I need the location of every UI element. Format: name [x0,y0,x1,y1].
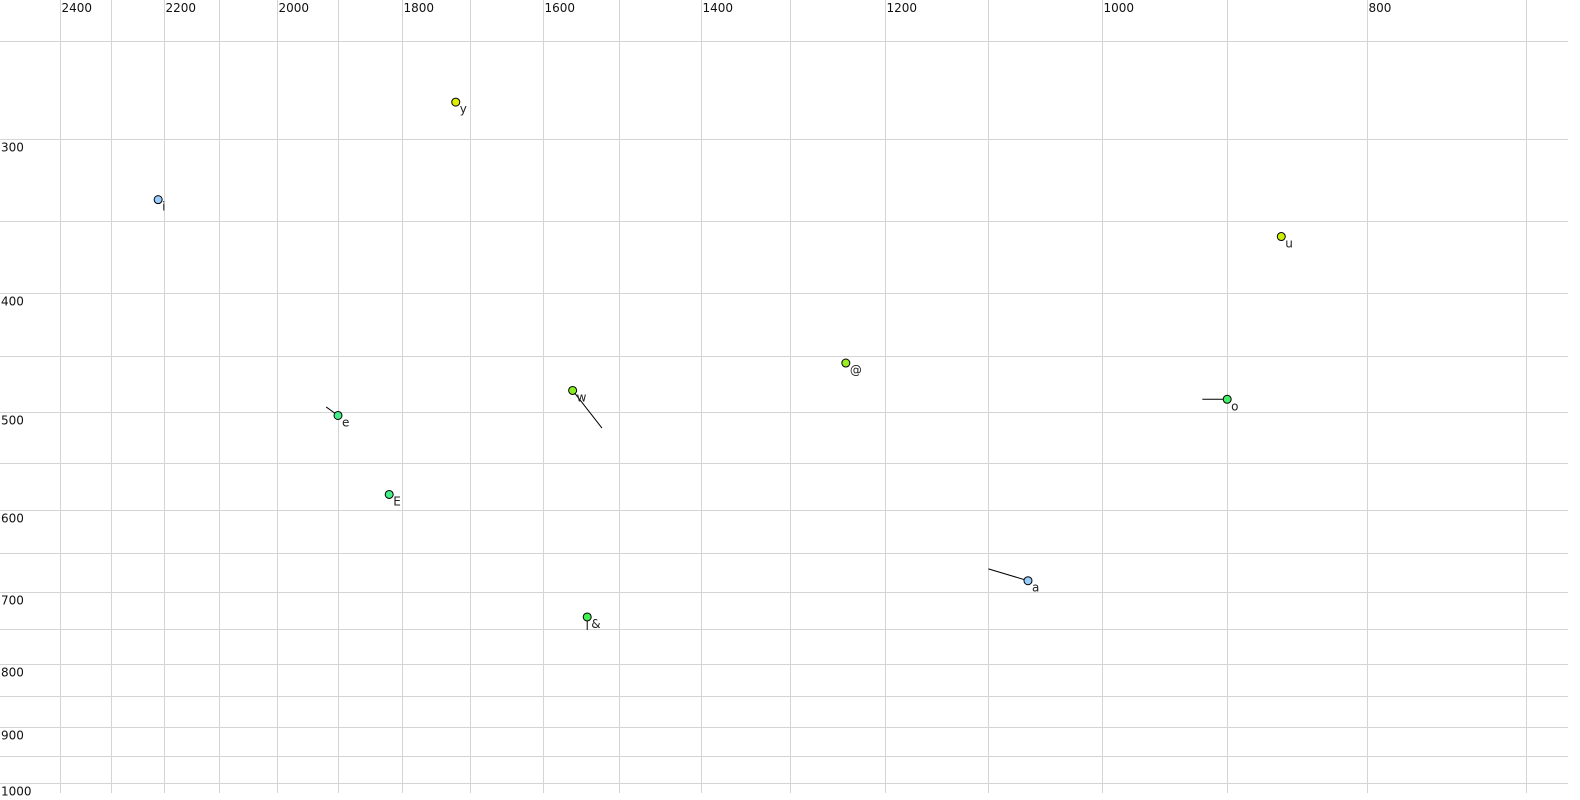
y-tick-label: 700 [1,594,24,608]
y-tick-label: 800 [1,666,24,680]
point-label: E [393,494,401,508]
x-tick-label: 1400 [703,1,734,15]
x-tick-label: 1200 [887,1,918,15]
y-tick-label: 600 [1,512,24,526]
x-tick-label: 1000 [1104,1,1135,15]
data-points: y i u @ w o e Ea & [153,97,1293,631]
y-tick-label: 300 [1,141,24,155]
data-point [568,385,578,395]
data-point [451,97,461,107]
point-label: u [1285,237,1293,251]
tick-labels: 2400 2200 2000 1800 1600 1400 1200 1000 800 300 40… [1,1,1391,799]
trajectory-line [572,390,603,429]
data-point [841,358,851,368]
point-label: a [1032,581,1039,595]
x-tick-label: 1800 [404,1,435,15]
x-tick-label: 1600 [545,1,576,15]
data-point [582,612,592,622]
trajectory-line [988,568,1029,582]
y-tick-label: 400 [1,295,24,309]
data-point [384,489,394,499]
y-tick-label: 900 [1,729,24,743]
x-tick-label: 2400 [62,1,93,15]
point-label: i [162,200,165,214]
x-tick-label: 2000 [279,1,310,15]
point-label: o [1231,399,1238,413]
point-label: e [342,415,349,429]
y-tick-label: 500 [1,414,24,428]
data-point [1222,394,1232,404]
data-point [1023,576,1033,586]
point-label: y [460,102,467,116]
point-label: w [577,390,587,404]
x-tick-label: 2200 [166,1,197,15]
y-tick-label: 1000 [1,785,32,799]
data-point [153,195,163,205]
point-label: @ [850,363,862,377]
x-tick-label: 800 [1369,1,1392,15]
data-point [1276,232,1286,242]
data-point [333,410,343,420]
point-label: & [591,617,600,631]
